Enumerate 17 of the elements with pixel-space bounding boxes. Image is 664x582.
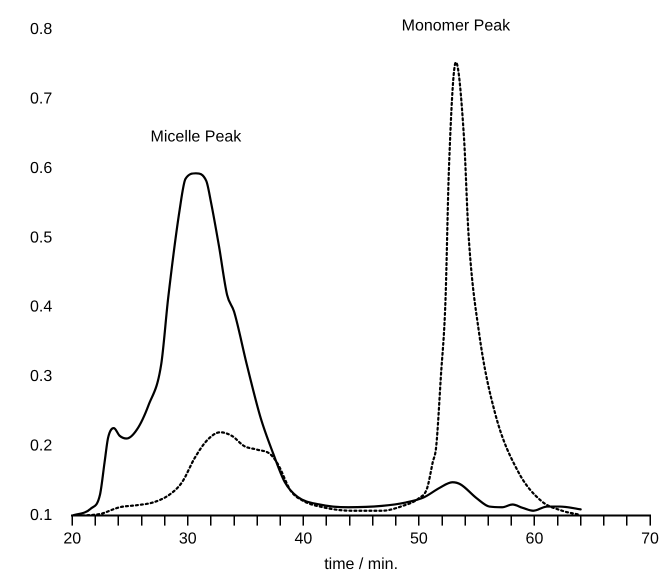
x-axis-title: time / min. <box>324 556 398 573</box>
x-tick-label: 70 <box>641 530 659 548</box>
annotation: Micelle Peak <box>150 128 242 146</box>
y-tick-label: 0.7 <box>30 90 52 108</box>
x-tick-label: 50 <box>410 530 428 548</box>
y-tick-label: 0.6 <box>30 160 52 177</box>
x-tick-label: 20 <box>63 530 82 548</box>
y-tick-label: 0.5 <box>30 229 52 246</box>
y-tick-label: 0.8 <box>30 21 52 38</box>
x-tick-label: 30 <box>178 530 197 548</box>
annotation: Monomer Peak <box>402 18 512 35</box>
y-tick-label: 0.3 <box>30 368 52 386</box>
x-tick-label: 40 <box>294 530 312 548</box>
x-tick-label: 60 <box>526 530 544 548</box>
y-tick-label: 0.2 <box>30 438 52 455</box>
y-tick-label: 0.4 <box>30 298 52 316</box>
y-tick-label: 0.1 <box>30 507 52 524</box>
